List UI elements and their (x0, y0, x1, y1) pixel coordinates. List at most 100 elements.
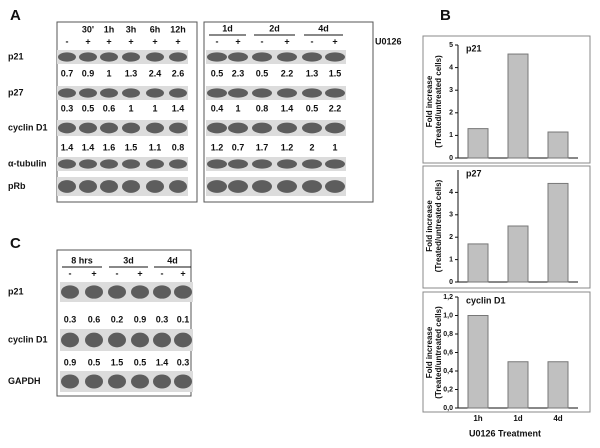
band (146, 52, 164, 62)
chart-title: p21 (466, 43, 482, 53)
quantification: 0.5 (82, 103, 95, 113)
band (169, 88, 187, 98)
band (100, 88, 118, 98)
band (277, 52, 297, 62)
chart-title: p27 (466, 168, 482, 178)
quantification: 0.3 (156, 314, 169, 324)
quantification: 1.3 (125, 68, 138, 78)
bar (547, 361, 569, 409)
y-tick-label: 1,0 (443, 312, 453, 319)
bar (507, 53, 529, 159)
group-label: 8 hrs (71, 255, 93, 265)
band (85, 285, 103, 299)
band (58, 52, 76, 62)
blot (60, 282, 193, 302)
y-axis-label: Fold increase (425, 326, 434, 378)
band (174, 285, 192, 299)
treatment-sign: + (128, 36, 133, 46)
band (122, 159, 140, 169)
band (325, 52, 345, 62)
chart-frame (422, 35, 591, 164)
time-label: 30' (82, 24, 94, 34)
quantification: 1.5 (329, 68, 342, 78)
quantification: 1 (235, 103, 240, 113)
treatment-sign: - (216, 36, 219, 46)
chart-title: cyclin D1 (466, 295, 506, 305)
treatment-sign: + (152, 36, 157, 46)
band (108, 285, 126, 299)
band (85, 332, 103, 348)
row-label: GAPDH (8, 376, 41, 386)
treatment-sign: + (180, 268, 185, 278)
chart-frame (422, 291, 591, 413)
bar (547, 182, 569, 283)
band (302, 159, 322, 169)
band (228, 159, 248, 169)
quantification: 1.4 (61, 142, 74, 152)
band (277, 159, 297, 169)
band (325, 180, 345, 193)
quantification: 0.5 (256, 68, 269, 78)
band (122, 88, 140, 98)
band (174, 332, 192, 348)
quantification: 0.5 (134, 357, 147, 367)
blot-frame (203, 21, 374, 203)
blot (60, 329, 193, 351)
time-label: 12h (170, 24, 186, 34)
group-label: 1d (222, 23, 233, 33)
group-label: 4d (318, 23, 329, 33)
time-label: 3h (126, 24, 137, 34)
band (122, 52, 140, 62)
row-label: pRb (8, 181, 26, 191)
y-tick-label: 0 (449, 155, 453, 162)
y-tick-label: 0 (449, 279, 453, 286)
band (79, 52, 97, 62)
band (131, 285, 149, 299)
quantification: 0.7 (61, 68, 74, 78)
band (153, 285, 171, 299)
quantification: 0.3 (177, 357, 190, 367)
quantification: 1 (152, 103, 157, 113)
band (252, 159, 272, 169)
band (79, 180, 97, 193)
quantification: 1.7 (256, 142, 269, 152)
quantification: 1 (332, 142, 337, 152)
band (228, 52, 248, 62)
band (61, 374, 79, 389)
x-tick-label: 1h (473, 414, 482, 423)
row-label: p21 (8, 51, 24, 61)
y-tick-label: 4 (449, 64, 453, 71)
treatment-sign: - (161, 268, 164, 278)
quantification: 2 (309, 142, 314, 152)
band (207, 159, 227, 169)
band (100, 122, 118, 134)
y-tick-label: 0,8 (443, 331, 453, 338)
band (122, 122, 140, 134)
treatment-sign: + (284, 36, 289, 46)
band (153, 332, 171, 348)
y-tick-label: 0,6 (443, 349, 453, 356)
x-tick-label: 4d (553, 414, 562, 423)
bar (507, 225, 529, 283)
agent-label: U0126 (375, 36, 402, 46)
band (100, 159, 118, 169)
quantification: 2.6 (172, 68, 185, 78)
quantification: 2.3 (232, 68, 245, 78)
x-tick-label: 1d (513, 414, 522, 423)
band (108, 374, 126, 389)
y-tick-label: 1,2 (443, 294, 453, 301)
panel-letter: B (440, 7, 451, 24)
bar (467, 243, 489, 283)
y-axis-label: (Treated/untreated cells) (434, 306, 443, 399)
quantification: 0.8 (256, 103, 269, 113)
row-label: cyclin D1 (8, 122, 48, 132)
quantification: 2.2 (281, 68, 294, 78)
quantification: 0.6 (103, 103, 116, 113)
quantification: 0.4 (211, 103, 224, 113)
y-tick-label: 5 (449, 42, 453, 49)
time-label: 6h (150, 24, 161, 34)
quantification: 1 (106, 68, 111, 78)
y-tick-label: 0,2 (443, 386, 453, 393)
x-axis-label: U0126 Treatment (469, 428, 541, 438)
treatment-sign: + (332, 36, 337, 46)
